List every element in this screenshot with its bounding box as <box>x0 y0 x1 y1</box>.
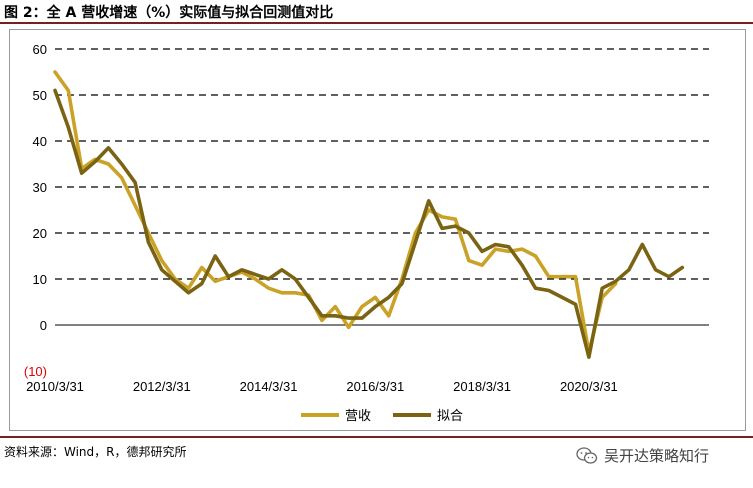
series-line-fit <box>53 88 685 359</box>
title-rule-bottom <box>0 436 753 438</box>
y-tick-label: 30 <box>33 180 47 195</box>
y-tick-label: 10 <box>33 272 47 287</box>
x-tick-label: 2018/3/31 <box>453 379 511 394</box>
x-tick-label: 2016/3/31 <box>346 379 404 394</box>
y-tick-label: (10) <box>24 364 47 379</box>
chart-frame: (10) 0 10 20 30 40 50 60 2010/3/31 2012/3/31 2014/… <box>9 29 746 431</box>
brand-name: 吴开达策略知行 <box>604 447 710 465</box>
x-tick-label: 2020/3/31 <box>560 379 618 394</box>
y-tick-label: 60 <box>33 42 47 57</box>
wechat-icon <box>576 446 598 464</box>
y-tick-label: 50 <box>33 88 47 103</box>
x-tick-label: 2012/3/31 <box>133 379 191 394</box>
line-chart: (10) 0 10 20 30 40 50 60 2010/3/31 2012/3/31 2014/… <box>9 29 746 431</box>
y-tick-label: 0 <box>40 318 47 333</box>
source-note: 资料来源：Wind，R，德邦研究所 <box>4 445 187 459</box>
series-line-revenue <box>53 70 618 355</box>
y-tick-label: 20 <box>33 226 47 241</box>
x-tick-label: 2014/3/31 <box>240 379 298 394</box>
legend-label: 拟合 <box>437 409 463 424</box>
title-rule-top <box>0 22 753 24</box>
chart-border <box>9 29 746 431</box>
legend-label: 营收 <box>345 409 371 424</box>
y-tick-label: 40 <box>33 134 47 149</box>
x-tick-label: 2010/3/31 <box>26 379 84 394</box>
page-title: 图 2：全 A 营收增速（%）实际值与拟合回测值对比 <box>4 5 334 21</box>
brand-watermark: 吴开达策略知行 <box>576 445 709 466</box>
